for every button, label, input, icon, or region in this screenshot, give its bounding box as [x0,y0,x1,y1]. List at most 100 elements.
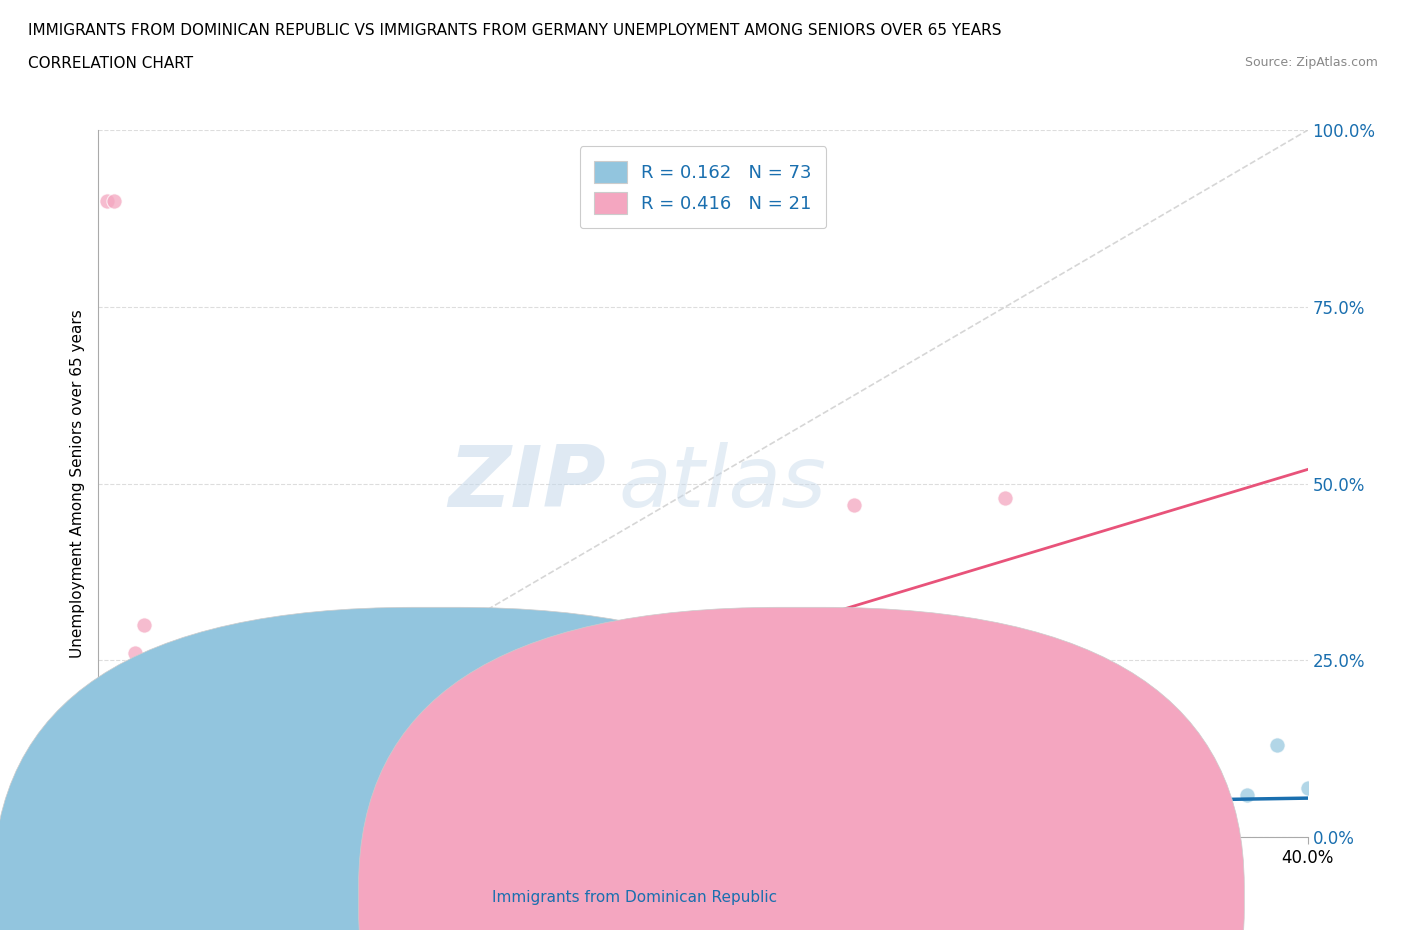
Point [139,688,162,703]
Point [104,790,127,804]
Text: atlas: atlas [619,442,827,525]
Point [132,803,155,817]
Point [173,798,195,813]
Point [135,819,157,834]
Point [138,790,160,805]
Point [115,790,138,805]
Point [193,810,215,825]
Point [93,780,115,795]
Point [131,810,153,825]
Point [107,821,129,836]
Point [269,824,291,839]
Point [329,767,352,782]
Point [934,787,956,802]
Point [184,774,207,789]
Point [121,795,143,810]
Point [1115,787,1137,802]
Point [148,710,170,724]
Point [98,822,121,837]
Point [314,805,336,820]
Point [519,804,541,818]
Point [132,776,155,790]
Point [1236,787,1258,802]
Point [105,779,128,794]
Point [172,731,194,746]
Point [807,777,830,791]
Legend: R = 0.162   N = 73, R = 0.416   N = 21: R = 0.162 N = 73, R = 0.416 N = 21 [579,146,827,228]
Point [108,716,131,731]
Point [103,193,125,208]
Point [111,798,134,813]
Text: Immigrants from Germany: Immigrants from Germany [815,890,1019,905]
Point [124,645,146,660]
Point [105,674,128,689]
Point [134,811,156,826]
Point [571,645,593,660]
Point [111,790,134,805]
Point [90,773,112,788]
Point [606,817,628,831]
Point [127,745,149,760]
Point [121,702,143,717]
Point [844,498,866,512]
Point [139,813,162,828]
Point [1054,780,1077,795]
Point [730,794,752,809]
Point [89,815,111,830]
Text: Source: ZipAtlas.com: Source: ZipAtlas.com [1244,56,1378,69]
Point [994,794,1017,809]
Point [1296,780,1319,795]
Point [122,793,145,808]
Point [163,660,186,675]
Point [994,490,1017,505]
Point [565,792,588,807]
Text: CORRELATION CHART: CORRELATION CHART [28,56,193,71]
Point [735,777,758,791]
Point [740,771,762,786]
Point [225,797,247,812]
Point [211,800,233,815]
Point [100,731,122,746]
Text: ZIP: ZIP [449,442,606,525]
Point [600,813,623,828]
Point [198,783,221,798]
Point [269,829,291,844]
Point [93,790,115,804]
Point [148,802,170,817]
Point [132,618,155,632]
Text: IMMIGRANTS FROM DOMINICAN REPUBLIC VS IMMIGRANTS FROM GERMANY UNEMPLOYMENT AMONG: IMMIGRANTS FROM DOMINICAN REPUBLIC VS IM… [28,23,1001,38]
Point [496,797,519,812]
Point [139,769,162,784]
Point [156,772,179,787]
Point [454,783,477,798]
Point [124,807,146,822]
Point [1265,737,1288,752]
Point [201,773,224,788]
Point [492,798,515,813]
Point [170,825,193,840]
Point [136,774,159,789]
Point [243,787,266,802]
Text: Immigrants from Dominican Republic: Immigrants from Dominican Republic [492,890,778,905]
Point [1144,773,1167,788]
Point [114,688,136,703]
Point [146,819,169,834]
Point [699,779,721,794]
Point [93,813,115,828]
Point [152,808,174,823]
Point [679,781,702,796]
Point [111,759,134,774]
Point [169,815,191,830]
Point [96,193,118,208]
Y-axis label: Unemployment Among Seniors over 65 years: Unemployment Among Seniors over 65 years [69,309,84,658]
Point [112,787,135,802]
Point [316,777,339,791]
Point [290,808,312,823]
Point [271,799,294,814]
Point [93,799,115,814]
Point [378,808,401,823]
Point [120,804,142,818]
Point [637,782,659,797]
Point [143,817,166,831]
Point [1206,794,1229,809]
